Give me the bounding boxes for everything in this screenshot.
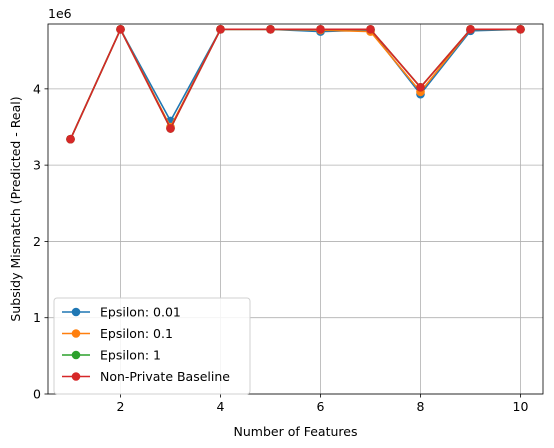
legend-box xyxy=(53,297,251,395)
x-tick-label: 4 xyxy=(217,399,225,414)
data-point xyxy=(266,25,275,34)
x-tick-label: 6 xyxy=(317,399,325,414)
legend-marker xyxy=(71,329,81,338)
series-group xyxy=(66,25,525,144)
y-tick-label: 2 xyxy=(33,234,41,249)
legend-marker xyxy=(71,372,81,381)
legend-label: Non-Private Baseline xyxy=(100,369,230,384)
legend-marker xyxy=(71,307,81,317)
legend-marker xyxy=(71,350,81,360)
plot-frame xyxy=(47,23,544,395)
data-point xyxy=(166,124,175,133)
y-tick-label: 4 xyxy=(33,81,41,96)
x-tick-label: 8 xyxy=(417,399,425,414)
data-point xyxy=(216,25,225,34)
data-point xyxy=(516,25,525,34)
data-point xyxy=(416,83,425,92)
legend-label: Epsilon: 1 xyxy=(100,348,161,363)
legend-label: Epsilon: 0.01 xyxy=(100,305,181,320)
y-ticks: 0 1 2 3 4 xyxy=(33,81,48,402)
x-tick-label: 10 xyxy=(513,399,529,414)
x-tick-label: 2 xyxy=(117,399,125,414)
data-point xyxy=(466,25,475,34)
y-tick-label: 1 xyxy=(33,310,41,325)
y-tick-label: 0 xyxy=(33,387,41,402)
legend-label: Epsilon: 0.1 xyxy=(100,326,173,341)
series-non-private-baseline xyxy=(66,25,525,144)
x-ticks: 2 4 6 8 10 xyxy=(117,394,529,414)
data-point xyxy=(366,25,375,34)
data-point xyxy=(316,25,325,34)
series-line xyxy=(69,28,521,140)
y-tick-label: 3 xyxy=(33,158,41,173)
y-scale-label: 1e6 xyxy=(48,6,72,21)
data-point xyxy=(116,25,125,34)
y-axis-label: Subsidy Mismatch (Predicted - Real) xyxy=(8,96,23,321)
data-point xyxy=(66,134,75,144)
legend: Epsilon: 0.01 Epsilon: 0.1 Epsilon: 1 Non-P… xyxy=(53,297,251,395)
x-axis-label: Number of Features xyxy=(234,424,358,439)
